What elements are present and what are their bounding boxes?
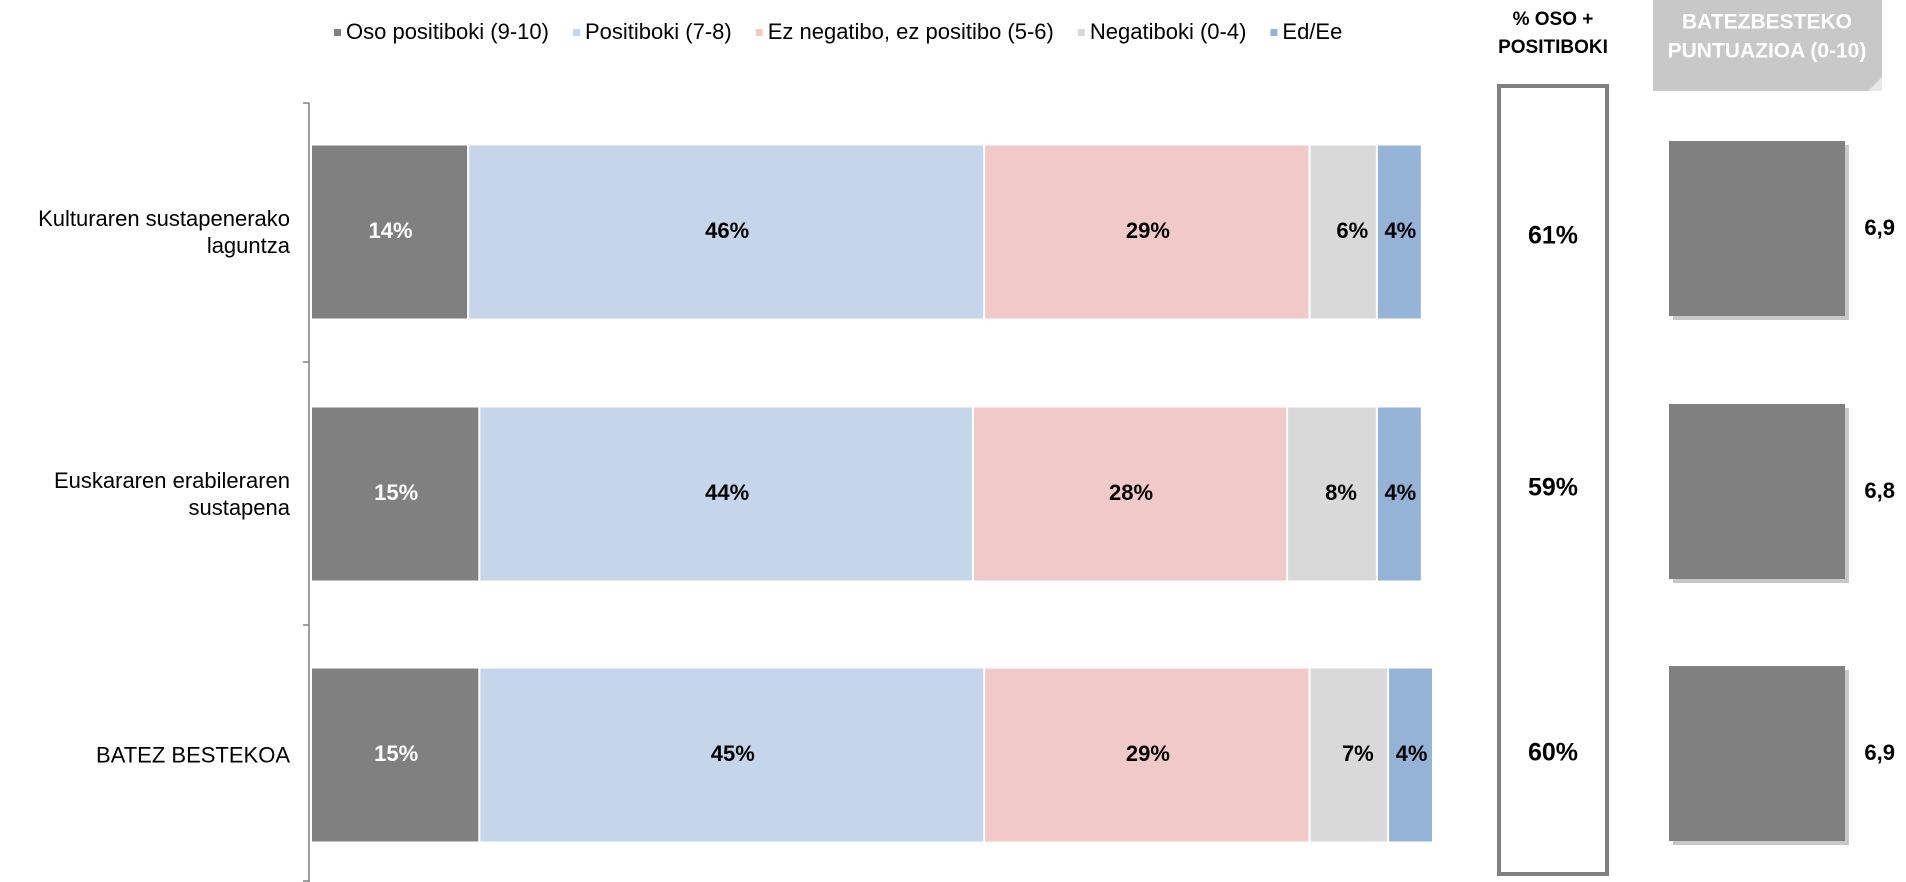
total-value: 60% [1528, 739, 1578, 767]
bar-segment [1310, 145, 1376, 319]
data-label: 15% [374, 741, 418, 766]
data-label: 29% [1126, 218, 1170, 243]
data-label: 7% [1342, 741, 1374, 766]
data-label: 14% [369, 218, 413, 243]
bar-segment [1377, 407, 1421, 581]
data-label: 45% [711, 741, 755, 766]
data-label: 8% [1325, 480, 1357, 505]
legend-label: Negatiboki (0-4) [1090, 19, 1247, 44]
legend-swatch [1270, 29, 1278, 36]
average-value: 6,9 [1864, 215, 1895, 240]
total-value: 61% [1528, 222, 1578, 250]
average-box [1669, 404, 1845, 579]
category-label: Kulturaren sustapenerako laguntza [38, 206, 290, 258]
data-label: 4% [1384, 218, 1416, 243]
bar-segment [985, 145, 1309, 319]
bar-segment [973, 407, 1287, 581]
average-value: 6,8 [1864, 478, 1895, 503]
bar-segment [469, 145, 984, 319]
total-header: POSITIBOKI [1498, 37, 1608, 58]
bar-segment [312, 145, 468, 319]
data-label: 15% [374, 480, 418, 505]
category-label: Euskararen erabileraren sustapena [53, 468, 290, 520]
total-value: 59% [1528, 474, 1578, 502]
average-box [1669, 141, 1845, 316]
bar-segment [1377, 145, 1421, 319]
data-label: 28% [1109, 480, 1153, 505]
data-label: 46% [705, 218, 749, 243]
bar-segment [1389, 668, 1432, 842]
legend-label: Ez negatibo, ez positibo (5-6) [768, 19, 1054, 44]
average-header: BATEZBESTEKO [1682, 11, 1852, 34]
bar-segment [985, 668, 1309, 842]
bar-segment [480, 668, 984, 842]
legend-swatch [1077, 29, 1085, 36]
bar-segment [1310, 668, 1388, 842]
legend-swatch [755, 29, 763, 36]
legend-swatch [572, 29, 580, 36]
bar-segment [312, 407, 479, 581]
total-box [1497, 84, 1609, 876]
average-value: 6,9 [1864, 740, 1895, 765]
data-label: 4% [1384, 480, 1416, 505]
legend-label: Oso positiboki (9-10) [346, 19, 549, 44]
legend-label: Ed/Ee [1282, 19, 1342, 44]
average-box [1669, 666, 1845, 841]
legend-swatch [334, 29, 341, 36]
bar-segment [480, 407, 972, 581]
legend-label: Positiboki (7-8) [585, 19, 732, 44]
data-label: 4% [1396, 741, 1428, 766]
data-label: 29% [1126, 741, 1170, 766]
average-header-bg [1653, 0, 1882, 91]
category-label: BATEZ BESTEKOA [96, 742, 290, 768]
data-label: 44% [705, 480, 749, 505]
average-header: PUNTUAZIOA (0-10) [1668, 40, 1867, 63]
total-header: % OSO + [1513, 9, 1594, 30]
bar-segment [312, 668, 479, 842]
average-header-fold [1868, 77, 1882, 91]
bar-segment [1288, 407, 1376, 581]
data-label: 6% [1336, 218, 1368, 243]
